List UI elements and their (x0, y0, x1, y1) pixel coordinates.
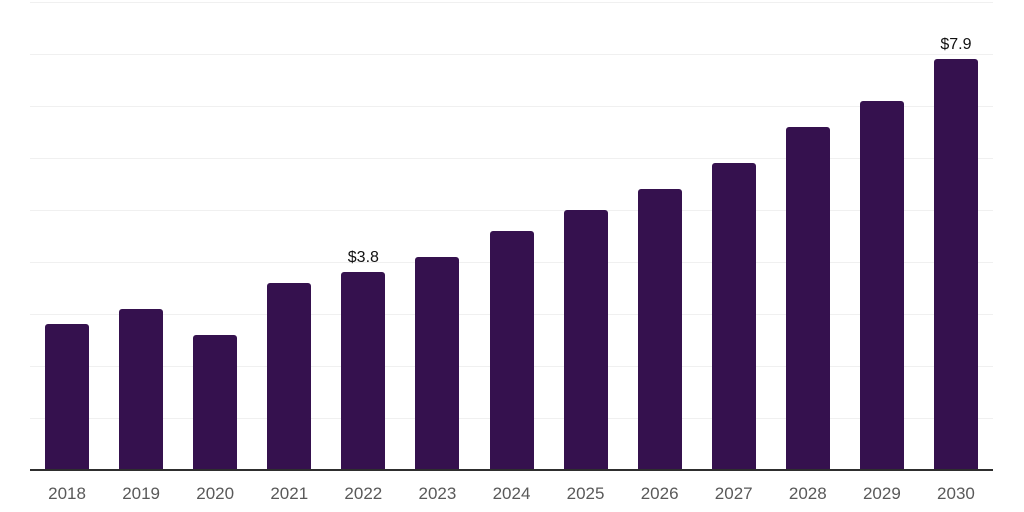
x-tick-2023: 2023 (418, 484, 457, 503)
bar-2020 (193, 334, 238, 470)
value-label-2022: $3.8 (347, 249, 379, 267)
bar-2030 (933, 59, 978, 470)
bar-2018 (45, 324, 90, 470)
x-tick-2021: 2021 (270, 484, 309, 503)
bar-2019 (119, 308, 164, 470)
bar-2022 (341, 272, 386, 470)
gridline (30, 106, 993, 107)
gridline (30, 210, 993, 211)
x-tick-2029: 2029 (862, 484, 901, 503)
x-tick-2030: 2030 (937, 484, 975, 503)
x-tick-2028: 2028 (788, 484, 827, 503)
x-tick-2022: 2022 (344, 484, 383, 503)
value-label-2030: $7.9 (940, 36, 972, 54)
bar-2029 (859, 100, 904, 470)
x-tick-2018: 2018 (48, 484, 86, 503)
x-axis-line (30, 469, 993, 471)
x-tick-2027: 2027 (714, 484, 753, 503)
bar-2028 (785, 126, 830, 470)
bar-2025 (563, 210, 608, 470)
bar-2023 (415, 256, 460, 470)
x-tick-2025: 2025 (566, 484, 605, 503)
gridline (30, 2, 993, 3)
x-tick-2026: 2026 (640, 484, 679, 503)
bar-2027 (711, 163, 756, 470)
x-tick-2019: 2019 (122, 484, 161, 503)
x-tick-2020: 2020 (196, 484, 235, 503)
bar-2024 (489, 230, 534, 470)
gridline (30, 158, 993, 159)
bar-2026 (637, 189, 682, 470)
gridline (30, 54, 993, 55)
x-tick-2024: 2024 (492, 484, 531, 503)
bar-2021 (267, 282, 312, 470)
